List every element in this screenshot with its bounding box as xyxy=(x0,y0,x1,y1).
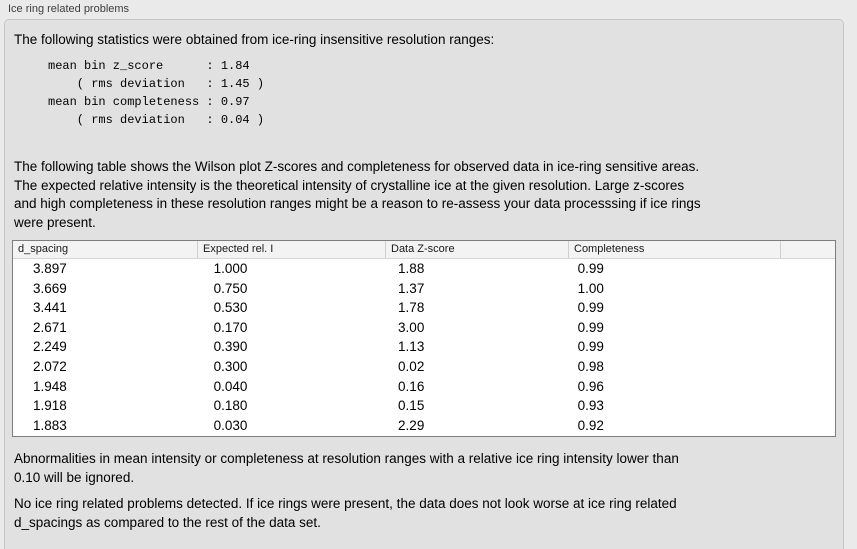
cell-completeness: 0.92 xyxy=(577,417,604,433)
cell-d-spacing: 2.072 xyxy=(33,358,67,374)
cell-expected-rel-i: 0.180 xyxy=(213,398,248,414)
cell-filler xyxy=(815,318,835,338)
intro-text: The following statistics were obtained f… xyxy=(14,32,495,47)
groupbox-title: Ice ring related problems xyxy=(8,3,130,15)
cell-completeness: 0.99 xyxy=(577,319,604,335)
cell-expected-rel-i: 0.300 xyxy=(213,358,248,374)
cell-data-z-score: 1.88 xyxy=(398,261,425,276)
cell-d-spacing: 3.441 xyxy=(33,300,67,316)
cell-d-spacing: 2.671 xyxy=(33,319,67,335)
table-row[interactable]: 2.249 0.390 1.13 0.99 xyxy=(13,337,835,357)
cell-empty xyxy=(766,279,815,299)
table-row[interactable]: 1.948 0.040 0.16 0.96 xyxy=(13,377,835,397)
cell-data-z-score: 0.15 xyxy=(398,398,425,414)
cell-filler xyxy=(815,259,835,279)
cell-d-spacing: 1.948 xyxy=(33,378,67,394)
table-row[interactable]: 2.072 0.300 0.02 0.98 xyxy=(13,357,835,377)
cell-empty xyxy=(766,259,815,279)
cell-filler xyxy=(815,377,835,397)
table-header-row: d_spacing Expected rel. I Data Z-score C… xyxy=(13,241,835,259)
cell-d-spacing: 3.669 xyxy=(33,280,67,296)
column-header-expected-rel-i[interactable]: Expected rel. I xyxy=(197,241,385,258)
cell-completeness: 0.98 xyxy=(577,358,604,374)
cell-empty xyxy=(766,377,815,397)
column-header-filler xyxy=(830,241,835,258)
cell-completeness: 0.99 xyxy=(577,261,604,276)
stats-block: mean bin z_score : 1.84 ( rms deviation … xyxy=(48,59,265,127)
ice-ring-table: d_spacing Expected rel. I Data Z-score C… xyxy=(12,240,836,437)
table-body: 3.897 1.000 1.88 0.99 3.669 0.750 1.37 1… xyxy=(13,259,835,435)
cell-completeness: 0.99 xyxy=(577,339,604,355)
cell-completeness: 1.00 xyxy=(577,280,604,296)
table-description: The following table shows the Wilson plo… xyxy=(14,159,701,230)
cell-filler xyxy=(815,357,835,377)
cell-completeness: 0.96 xyxy=(577,378,604,394)
cell-expected-rel-i: 0.530 xyxy=(213,300,248,316)
cell-data-z-score: 1.13 xyxy=(398,339,425,355)
cell-completeness: 0.99 xyxy=(577,300,604,316)
column-header-empty xyxy=(780,241,830,258)
cell-expected-rel-i: 0.030 xyxy=(213,417,248,433)
cell-empty xyxy=(766,357,815,377)
table-row[interactable]: 1.918 0.180 0.15 0.93 xyxy=(13,396,835,416)
cell-completeness: 0.93 xyxy=(577,398,604,414)
cell-empty xyxy=(766,416,815,436)
cell-expected-rel-i: 0.170 xyxy=(213,319,248,335)
column-header-data-z-score[interactable]: Data Z-score xyxy=(385,241,568,258)
result-note: No ice ring related problems detected. I… xyxy=(14,496,677,530)
cell-d-spacing: 3.897 xyxy=(33,261,67,276)
cell-data-z-score: 0.16 xyxy=(398,378,425,394)
table-row[interactable]: 1.883 0.030 2.29 0.92 xyxy=(13,416,835,436)
cell-data-z-score: 1.78 xyxy=(398,300,425,316)
cell-expected-rel-i: 0.750 xyxy=(213,280,248,296)
cell-empty xyxy=(766,298,815,318)
cell-filler xyxy=(815,279,835,299)
cell-d-spacing: 1.918 xyxy=(33,398,67,414)
cell-expected-rel-i: 0.040 xyxy=(213,378,248,394)
ignore-note: Abnormalities in mean intensity or compl… xyxy=(14,451,679,485)
table-row[interactable]: 3.669 0.750 1.37 1.00 xyxy=(13,279,835,299)
cell-data-z-score: 1.37 xyxy=(398,280,425,296)
column-header-completeness[interactable]: Completeness xyxy=(568,241,780,258)
cell-filler xyxy=(815,416,835,436)
cell-data-z-score: 2.29 xyxy=(398,417,425,433)
cell-data-z-score: 3.00 xyxy=(398,319,425,335)
cell-filler xyxy=(815,396,835,416)
ice-ring-panel: The following statistics were obtained f… xyxy=(4,19,844,549)
cell-filler xyxy=(815,298,835,318)
table-row[interactable]: 3.441 0.530 1.78 0.99 xyxy=(13,298,835,318)
cell-empty xyxy=(766,318,815,338)
cell-d-spacing: 2.249 xyxy=(33,339,67,355)
cell-empty xyxy=(766,337,815,357)
column-header-d-spacing[interactable]: d_spacing xyxy=(18,243,69,255)
cell-data-z-score: 0.02 xyxy=(398,358,425,374)
cell-expected-rel-i: 1.000 xyxy=(213,261,248,276)
cell-empty xyxy=(766,396,815,416)
cell-d-spacing: 1.883 xyxy=(33,417,67,433)
table-row[interactable]: 3.897 1.000 1.88 0.99 xyxy=(13,259,835,279)
table-row[interactable]: 2.671 0.170 3.00 0.99 xyxy=(13,318,835,338)
cell-filler xyxy=(815,337,835,357)
cell-expected-rel-i: 0.390 xyxy=(213,339,248,355)
